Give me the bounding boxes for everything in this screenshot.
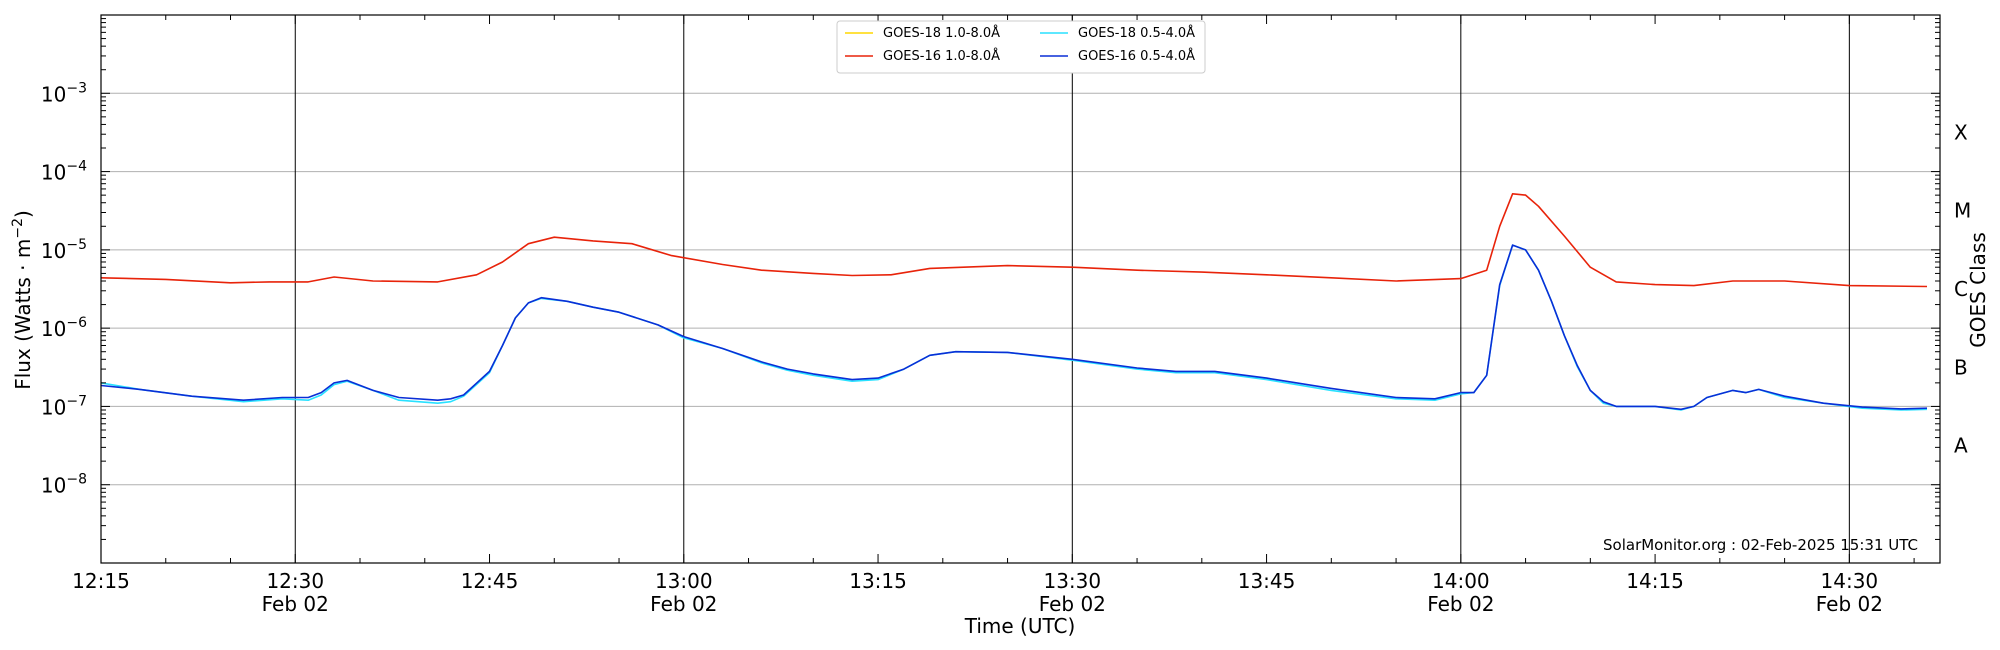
y-tick-base: 10 (41, 82, 66, 106)
y-tick-base: 10 (41, 395, 66, 419)
goes-class-labels: X M C B A (1954, 120, 1971, 457)
x-tick-label: 14:15 (1626, 569, 1684, 593)
y-tick-exponent: −7 (66, 393, 87, 409)
legend-box (836, 20, 1206, 74)
y-axis-ticks: 10−810−710−610−510−410−3 (41, 18, 1940, 564)
y-tick-exponent: −5 (66, 237, 87, 253)
y-tick-label: 10−6 (41, 315, 87, 341)
y-tick-base: 10 (41, 474, 66, 498)
x-axis-label: Time (UTC) (964, 614, 1076, 638)
y-tick-label: 10−5 (41, 237, 87, 263)
x-tick-date-label: Feb 02 (1427, 592, 1494, 616)
goes-class-c: C (1954, 277, 1968, 301)
x-tick-label: 12:30 (266, 569, 324, 593)
grid-lines (101, 92, 1940, 486)
y-tick-label: 10−3 (41, 80, 87, 106)
y-tick-label: 10−7 (41, 393, 87, 419)
plot-frame (100, 14, 1941, 564)
y-axis-label-main: Flux (Watts · m (11, 239, 35, 390)
x-tick-date-label: Feb 02 (1816, 592, 1883, 616)
goes-class-m: M (1954, 199, 1971, 223)
legend-label: GOES-18 0.5-4.0Å (1078, 25, 1195, 41)
y-tick-base: 10 (41, 317, 66, 341)
x-tick-label: 12:45 (461, 569, 519, 593)
y-tick-label: 10−4 (41, 159, 87, 185)
series-line-1 (100, 193, 1928, 288)
y-tick-exponent: −8 (66, 472, 87, 488)
x-tick-date-label: Feb 02 (262, 592, 329, 616)
x-tick-label: 12:15 (72, 569, 130, 593)
y-axis-label-close: ) (11, 210, 35, 218)
x-tick-label: 14:00 (1432, 569, 1490, 593)
series-lines (100, 193, 1928, 411)
goes-class-x: X (1954, 120, 1968, 144)
x-tick-label: 14:30 (1821, 569, 1879, 593)
legend-label: GOES-18 1.0-8.0Å (883, 25, 1000, 41)
y-tick-label: 10−8 (41, 472, 87, 498)
x-tick-label: 13:15 (849, 569, 907, 593)
x-tick-label: 13:00 (655, 569, 713, 593)
y-axis-label-superscript: −2 (10, 218, 26, 239)
y-tick-base: 10 (41, 239, 66, 263)
legend-label: GOES-16 1.0-8.0Å (883, 48, 1000, 64)
goes-class-b: B (1954, 355, 1968, 379)
x-tick-label: 13:30 (1043, 569, 1101, 593)
legend: GOES-18 1.0-8.0Å GOES-16 1.0-8.0Å GOES-18 … (836, 20, 1206, 74)
y-tick-exponent: −6 (66, 315, 87, 331)
x-tick-date-label: Feb 02 (650, 592, 717, 616)
legend-label: GOES-16 0.5-4.0Å (1078, 48, 1195, 64)
day-marker-lines (294, 15, 1850, 563)
series-line-3 (100, 244, 1928, 411)
source-annotation: SolarMonitor.org : 02-Feb-2025 15:31 UTC (1603, 536, 1918, 554)
y-tick-exponent: −4 (66, 159, 87, 175)
y-tick-exponent: −3 (66, 80, 87, 96)
goes-class-a: A (1954, 434, 1968, 458)
y-axis-label: Flux (Watts · m−2) (10, 210, 35, 390)
right-axis-label: GOES Class (1966, 232, 1990, 348)
y-tick-base: 10 (41, 161, 66, 185)
x-tick-date-label: Feb 02 (1039, 592, 1106, 616)
x-tick-label: 13:45 (1238, 569, 1296, 593)
